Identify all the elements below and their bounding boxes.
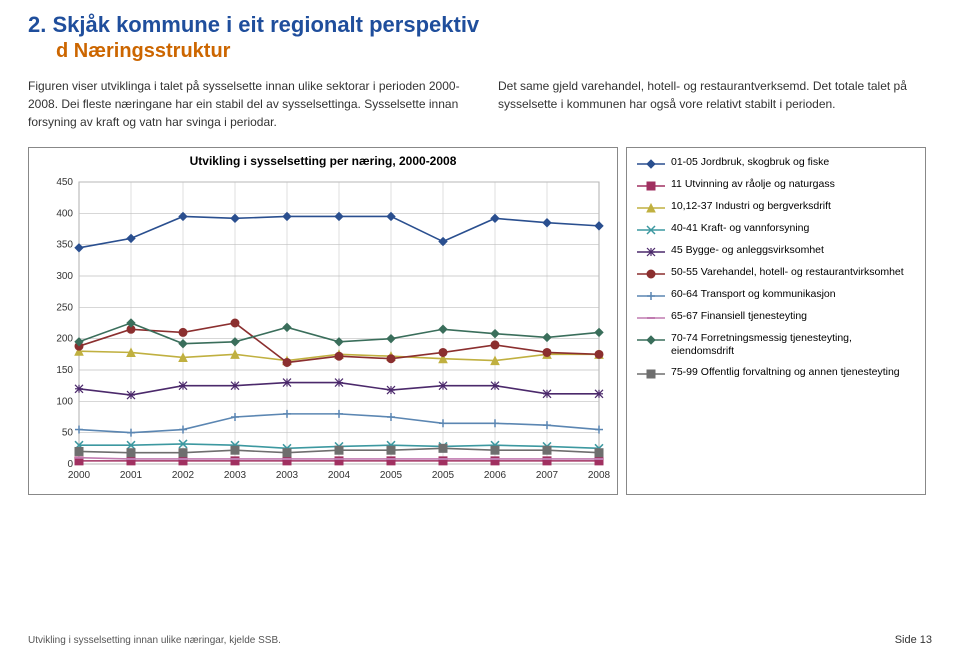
legend-swatch bbox=[637, 368, 665, 380]
svg-text:400: 400 bbox=[56, 208, 73, 219]
legend-label: 50-55 Varehandel, hotell- og restaurantv… bbox=[671, 266, 904, 279]
legend-swatch bbox=[637, 202, 665, 214]
svg-text:2002: 2002 bbox=[172, 470, 195, 481]
svg-text:450: 450 bbox=[56, 177, 73, 188]
svg-text:150: 150 bbox=[56, 365, 73, 376]
svg-text:350: 350 bbox=[56, 240, 73, 251]
chart-container: Utvikling i sysselsetting per næring, 20… bbox=[28, 147, 618, 495]
legend-swatch bbox=[637, 246, 665, 258]
page-number: Side 13 bbox=[895, 634, 932, 646]
legend-item: 40-41 Kraft- og vannforsyning bbox=[637, 222, 915, 236]
svg-text:2007: 2007 bbox=[536, 470, 559, 481]
legend-swatch bbox=[637, 312, 665, 324]
legend-label: 65-67 Finansiell tjenesteyting bbox=[671, 310, 807, 323]
intro-right: Det same gjeld varehandel, hotell- og re… bbox=[498, 77, 932, 131]
legend-label: 40-41 Kraft- og vannforsyning bbox=[671, 222, 809, 235]
svg-text:2001: 2001 bbox=[120, 470, 143, 481]
legend-label: 01-05 Jordbruk, skogbruk og fiske bbox=[671, 156, 829, 169]
legend-label: 60-64 Transport og kommunikasjon bbox=[671, 288, 836, 301]
svg-text:0: 0 bbox=[67, 459, 73, 470]
svg-text:2005: 2005 bbox=[380, 470, 403, 481]
chart-and-legend: Utvikling i sysselsetting per næring, 20… bbox=[28, 147, 932, 495]
legend-item: 50-55 Varehandel, hotell- og restaurantv… bbox=[637, 266, 915, 280]
svg-text:2000: 2000 bbox=[68, 470, 91, 481]
svg-text:100: 100 bbox=[56, 396, 73, 407]
legend-item: 70-74 Forretningsmessig tjenesteyting, e… bbox=[637, 332, 915, 358]
legend-label: 10,12-37 Industri og bergverksdrift bbox=[671, 200, 831, 213]
chart-title: Utvikling i sysselsetting per næring, 20… bbox=[35, 154, 611, 168]
svg-text:2004: 2004 bbox=[328, 470, 351, 481]
legend-item: 75-99 Offentlig forvaltning og annen tje… bbox=[637, 366, 915, 380]
page-title-main: 2. Skjåk kommune i eit regionalt perspek… bbox=[28, 12, 932, 38]
svg-text:2003: 2003 bbox=[276, 470, 299, 481]
legend-item: 01-05 Jordbruk, skogbruk og fiske bbox=[637, 156, 915, 170]
svg-text:2008: 2008 bbox=[588, 470, 611, 481]
svg-text:200: 200 bbox=[56, 334, 73, 345]
chart-legend: 01-05 Jordbruk, skogbruk og fiske 11 Utvi… bbox=[626, 147, 926, 495]
legend-swatch bbox=[637, 158, 665, 170]
legend-item: 10,12-37 Industri og bergverksdrift bbox=[637, 200, 915, 214]
legend-label: 11 Utvinning av råolje og naturgass bbox=[671, 178, 835, 191]
legend-item: 60-64 Transport og kommunikasjon bbox=[637, 288, 915, 302]
svg-text:2005: 2005 bbox=[432, 470, 455, 481]
legend-swatch bbox=[637, 268, 665, 280]
legend-item: 11 Utvinning av råolje og naturgass bbox=[637, 178, 915, 192]
legend-swatch bbox=[637, 334, 665, 346]
legend-item: 45 Bygge- og anleggsvirksomhet bbox=[637, 244, 915, 258]
intro-left: Figuren viser utviklinga i talet på syss… bbox=[28, 77, 462, 131]
legend-swatch bbox=[637, 180, 665, 192]
legend-label: 75-99 Offentlig forvaltning og annen tje… bbox=[671, 366, 900, 379]
svg-text:50: 50 bbox=[62, 428, 74, 439]
legend-swatch bbox=[637, 290, 665, 302]
legend-swatch bbox=[637, 224, 665, 236]
legend-label: 70-74 Forretningsmessig tjenesteyting, e… bbox=[671, 332, 915, 358]
page-title-sub: d Næringsstruktur bbox=[56, 40, 932, 63]
svg-text:2006: 2006 bbox=[484, 470, 507, 481]
footer-source-note: Utvikling i sysselsetting innan ulike næ… bbox=[28, 635, 281, 646]
svg-text:300: 300 bbox=[56, 271, 73, 282]
intro-columns: Figuren viser utviklinga i talet på syss… bbox=[28, 77, 932, 131]
legend-item: 65-67 Finansiell tjenesteyting bbox=[637, 310, 915, 324]
svg-text:2003: 2003 bbox=[224, 470, 247, 481]
legend-label: 45 Bygge- og anleggsvirksomhet bbox=[671, 244, 824, 257]
line-chart: 0 50 100 150 200 250 300 350 400 450 2000 2001 2002 2… bbox=[35, 172, 611, 492]
svg-text:250: 250 bbox=[56, 302, 73, 313]
